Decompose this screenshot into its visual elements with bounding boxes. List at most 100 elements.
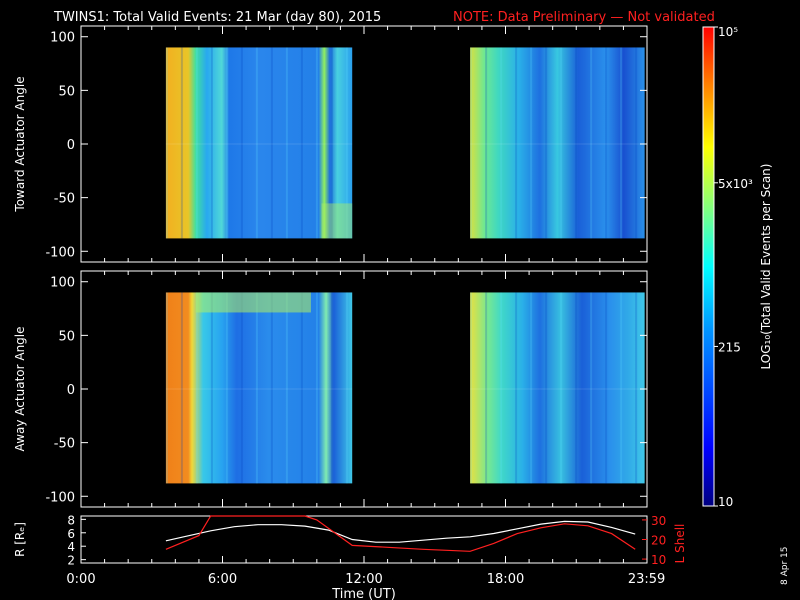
y-axis-label: Away Actuator Angle xyxy=(13,326,27,451)
x-tick-label: 6:00 xyxy=(208,572,237,587)
x-axis-label: Time (UT) xyxy=(331,587,396,600)
y-tick-label: 0 xyxy=(67,138,75,153)
y-axis-label-right: L Shell xyxy=(673,524,687,564)
heatmap-streak xyxy=(165,47,168,239)
colorbar-label: LOG₁₀(Total Valid Events per Scan) xyxy=(759,164,773,370)
y-tick-label-right: 10 xyxy=(651,553,666,567)
heatmap-streak xyxy=(545,47,548,239)
heatmap-streak xyxy=(330,47,333,239)
x-tick-label: 12:00 xyxy=(345,572,382,587)
heatmap-block-2 xyxy=(470,292,645,484)
heatmap-streak xyxy=(285,292,288,484)
colorbar-gradient xyxy=(703,27,714,506)
y-tick-label-right: 20 xyxy=(651,534,666,548)
plot-frame xyxy=(80,515,648,564)
heatmap-streak xyxy=(590,47,593,239)
heatmap-streak xyxy=(575,292,578,484)
x-tick-label: 18:00 xyxy=(487,572,524,587)
radius-line xyxy=(165,520,636,543)
heatmap-streak xyxy=(300,47,303,239)
heatmap-streak xyxy=(485,47,488,239)
colorbar-tick-label: 5x10³ xyxy=(718,177,753,191)
chart-title: TWINS1: Total Valid Events: 21 Mar (day … xyxy=(53,10,381,25)
heatmap-streak xyxy=(210,292,213,484)
y-tick-label: -100 xyxy=(45,490,75,505)
heatmap-streak xyxy=(575,47,578,239)
heatmap-streak xyxy=(500,292,503,484)
heatmap-streak xyxy=(210,47,213,239)
colorbar: 10⁵ 5x10³ 215 10 LOG₁₀(Total Valid Events pe… xyxy=(702,25,773,509)
heatmap-streak xyxy=(225,292,228,484)
y-axis-label: Toward Actuator Angle xyxy=(13,76,27,212)
y-tick-label: 100 xyxy=(50,31,75,46)
heatmap-streak xyxy=(315,292,318,484)
toward-heatmap-panel: 100 50 0 -50 -100 Toward Actuator Angle xyxy=(13,25,648,263)
heatmap-streak xyxy=(315,47,318,239)
y-tick-label: -50 xyxy=(54,192,75,207)
heatmap-streak xyxy=(285,47,288,239)
heatmap-streak xyxy=(195,292,198,484)
y-tick-label-left: 4 xyxy=(67,540,75,554)
x-tick-label: 0:00 xyxy=(66,572,95,587)
heatmap-streak xyxy=(165,292,168,484)
away-heatmap-panel: 100 50 0 -50 -100 Away Actuator Angle xyxy=(13,270,648,508)
y-tick-label: 50 xyxy=(58,84,75,99)
y-tick-label-left: 8 xyxy=(67,513,75,527)
heatmap-streak xyxy=(515,47,518,239)
heatmap-streak xyxy=(500,47,503,239)
heatmap-streak xyxy=(605,292,608,484)
heatmap-block-2 xyxy=(470,47,645,239)
colorbar-tick-label: 10 xyxy=(718,495,733,509)
heatmap-streak xyxy=(560,47,563,239)
y-tick-label: 0 xyxy=(67,383,75,398)
y-axis-label-left: R [Rₑ] xyxy=(13,522,27,557)
heatmap-streak xyxy=(180,292,183,484)
heatmap-streak xyxy=(240,47,243,239)
heatmap-streak xyxy=(345,47,348,239)
heatmap-streak xyxy=(635,292,638,484)
y-tick-label-right: 30 xyxy=(651,514,666,528)
heatmap-streak xyxy=(485,292,488,484)
heatmap-highlight xyxy=(195,292,311,313)
heatmap-streak xyxy=(300,292,303,484)
heatmap-streak xyxy=(530,47,533,239)
heatmap-streak xyxy=(180,47,183,239)
y-tick-label-left: 6 xyxy=(67,527,75,541)
heatmap-streak xyxy=(635,47,638,239)
heatmap-streak xyxy=(590,292,593,484)
y-tick-label-left: 2 xyxy=(67,554,75,568)
heatmap-streak xyxy=(330,292,333,484)
colorbar-tick-label: 10⁵ xyxy=(718,25,738,39)
y-tick-label: 50 xyxy=(58,329,75,344)
heatmap-streak xyxy=(560,292,563,484)
heatmap-streak xyxy=(240,292,243,484)
heatmap-streak xyxy=(530,292,533,484)
heatmap-streak xyxy=(255,47,258,239)
generation-date-stamp: 8 Apr 15 xyxy=(780,547,790,585)
heatmap-streak xyxy=(195,47,198,239)
colorbar-tick-label: 215 xyxy=(718,340,741,354)
y-tick-label: -100 xyxy=(45,245,75,260)
heatmap-streak xyxy=(620,292,623,484)
heatmap-streak xyxy=(515,292,518,484)
preliminary-note: NOTE: Data Preliminary — Not validated xyxy=(453,10,715,25)
lshell-line xyxy=(165,515,636,552)
x-tick-label: 23:59 xyxy=(628,572,665,587)
heatmap-streak xyxy=(270,47,273,239)
heatmap-streak xyxy=(225,47,228,239)
heatmap-streak xyxy=(270,292,273,484)
colorbar-frame xyxy=(702,26,715,507)
heatmap-block-1 xyxy=(165,47,353,239)
heatmap-streak xyxy=(345,292,348,484)
y-tick-label: -50 xyxy=(54,437,75,452)
heatmap-streak xyxy=(255,292,258,484)
y-tick-label: 100 xyxy=(50,276,75,291)
heatmap-streak xyxy=(605,47,608,239)
heatmap-streak xyxy=(545,292,548,484)
heatmap-block-1 xyxy=(165,292,353,484)
heatmap-highlight xyxy=(321,203,353,239)
heatmap-streak xyxy=(470,292,473,484)
heatmap-streak xyxy=(620,47,623,239)
